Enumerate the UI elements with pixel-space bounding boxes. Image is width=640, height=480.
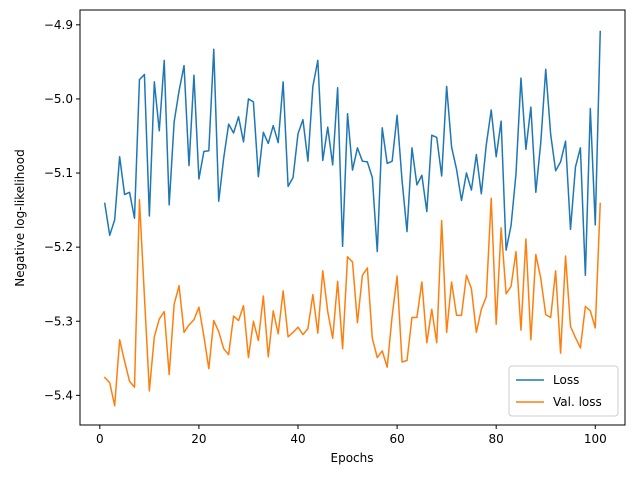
series-line-loss (103, 30, 601, 277)
legend: Loss Val. loss (508, 365, 619, 417)
legend-label-loss: Loss (553, 373, 579, 387)
x-tick-label: 40 (290, 432, 305, 446)
legend-box (508, 365, 619, 417)
x-tick-label: 60 (389, 432, 404, 446)
legend-label-val-loss: Val. loss (553, 395, 602, 409)
x-axis-ticks: 0 20 40 60 80 100 (96, 425, 607, 446)
plot-background (80, 10, 625, 425)
x-tick-label: 100 (584, 432, 607, 446)
y-tick-label: −5.4 (44, 388, 73, 402)
y-tick-label: −5.2 (44, 240, 73, 254)
x-axis-label: Epochs (331, 451, 374, 465)
y-axis-label: Negative log-likelihood (13, 149, 27, 286)
y-axis-ticks: −5.4 −5.3 −5.2 −5.1 −5.0 −4.9 (44, 18, 80, 402)
y-tick-label: −5.0 (44, 92, 73, 106)
x-tick-label: 80 (489, 432, 504, 446)
y-tick-label: −4.9 (44, 18, 73, 32)
x-tick-label: 20 (191, 432, 206, 446)
y-tick-label: −5.1 (44, 166, 73, 180)
series-layer (103, 30, 602, 407)
y-tick-label: −5.3 (44, 314, 73, 328)
plot-frame (79, 9, 626, 426)
x-tick-label: 0 (96, 432, 104, 446)
series-line-val-loss (103, 197, 602, 407)
